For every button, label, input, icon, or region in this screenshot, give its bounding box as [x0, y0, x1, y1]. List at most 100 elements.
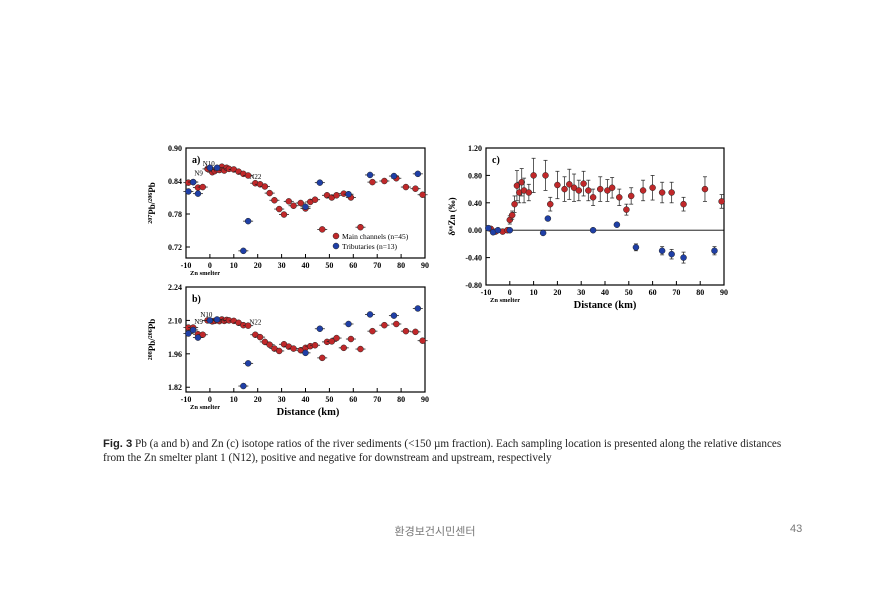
main-channel-point [596, 185, 604, 193]
tributary-point [316, 325, 324, 333]
x-tick-label: 20 [254, 261, 262, 270]
tributary-point [194, 190, 202, 197]
main-channel-point [266, 341, 273, 348]
point-annotation: N22 [249, 319, 262, 327]
main-channel-point [547, 200, 554, 208]
tributary-point [390, 312, 398, 319]
zn-smelter-label: Zn smelter [190, 270, 220, 277]
tributary-point [390, 172, 398, 180]
tributary-point [240, 247, 247, 255]
tributary-point [494, 226, 502, 234]
tributary-point [506, 226, 514, 234]
main-channel-point [639, 187, 647, 194]
tributary-point [240, 382, 247, 390]
tributary-point [194, 334, 202, 341]
x-tick-label: 0 [208, 395, 212, 404]
y-axis-label: 208Pb/206Pb [147, 319, 157, 361]
x-tick-label: 10 [230, 261, 238, 270]
main-channel-point [616, 194, 623, 201]
x-axis-label: Distance (km) [574, 300, 637, 311]
x-tick-label: 60 [649, 288, 657, 297]
tributary-point [302, 349, 309, 357]
main-channel-point [575, 187, 583, 194]
legend-entry: Tributaries (n=13) [342, 242, 397, 251]
panel-label: c) [492, 155, 500, 166]
main-channel-point [585, 187, 592, 194]
main-channel-point [347, 335, 355, 343]
main-channel-point [244, 172, 252, 179]
main-channel-point [419, 191, 426, 198]
footer-organization: 환경보건시민센터 [394, 525, 476, 538]
tributary-point [345, 190, 352, 198]
main-channel-point [668, 189, 675, 196]
tributary-point [658, 247, 666, 254]
main-channel-point [297, 199, 304, 207]
legend-entry: Main channels (n=45) [342, 232, 409, 241]
x-tick-label: 30 [278, 261, 286, 270]
main-channel-point [199, 183, 206, 191]
main-channel-point [271, 197, 278, 204]
y-tick-label: 1.82 [168, 383, 182, 392]
x-tick-label: 70 [373, 261, 381, 270]
main-channel-point [393, 320, 400, 328]
panel-a-chart: 0.90 0.84 0.78 0.72 -10 0 10 20 30 40 50 60 70 80 90 Zn… [147, 144, 429, 277]
x-tick-label: 40 [601, 288, 609, 297]
page-number: 43 [790, 523, 803, 535]
y-tick-label: 0.00 [468, 226, 482, 235]
main-channel-point [357, 345, 364, 353]
main-channel-point [369, 178, 376, 186]
point-annotation: N10 [200, 311, 213, 319]
main-channel-point [701, 185, 709, 193]
tributary-point [213, 316, 221, 323]
tributary-point [680, 254, 687, 261]
tributary-point [185, 330, 192, 337]
main-channel-point [333, 192, 340, 199]
zn-smelter-label: Zn smelter [190, 404, 220, 411]
main-channel-point [718, 198, 725, 205]
y-tick-label: 1.96 [168, 350, 182, 359]
main-channel-point [256, 333, 264, 341]
tributary-point [206, 164, 214, 172]
tributary-point [414, 170, 422, 178]
main-channel-point [566, 181, 573, 188]
x-tick-label: 0 [508, 288, 512, 297]
x-tick-label: 30 [577, 288, 585, 297]
point-annotation: N22 [249, 173, 262, 181]
tributary-point [589, 226, 597, 234]
main-channel-point [340, 344, 347, 352]
x-tick-label: 70 [373, 395, 381, 404]
main-channel-point [530, 172, 537, 179]
tributary-point [613, 221, 621, 228]
x-tick-label: 0 [208, 261, 212, 270]
main-channel-point [381, 321, 388, 329]
y-tick-label: 0.90 [168, 144, 182, 153]
main-channel-point [513, 182, 521, 189]
x-tick-label: 50 [325, 395, 333, 404]
main-channel-point [608, 184, 616, 191]
x-tick-label: 60 [349, 395, 357, 404]
x-tick-label: 50 [625, 288, 633, 297]
main-channel-point [511, 200, 518, 208]
y-tick-label: 1.20 [468, 144, 482, 153]
main-channel-point [290, 202, 297, 209]
legend-marker [332, 242, 340, 250]
zn-smelter-label: Zn smelter [490, 297, 520, 304]
y-tick-label: 0.72 [168, 243, 182, 252]
tributary-point [206, 317, 214, 324]
main-channel-point [623, 206, 630, 213]
x-tick-label: 80 [397, 395, 405, 404]
x-tick-label: 80 [397, 261, 405, 270]
main-channel-point [318, 354, 326, 362]
main-channel-point [570, 184, 578, 191]
main-channel-point [357, 223, 364, 231]
tributary-point [302, 203, 309, 211]
main-channel-point [604, 187, 611, 194]
x-tick-label: 50 [325, 261, 333, 270]
main-channel-point [680, 200, 687, 208]
x-tick-label: -10 [181, 395, 192, 404]
y-axis-label: δ⁶⁶Zn (‰) [447, 197, 457, 235]
y-tick-label: 2.10 [168, 316, 182, 325]
x-tick-label: -10 [181, 261, 192, 270]
main-channel-point [275, 347, 283, 355]
main-channel-point [402, 183, 410, 191]
